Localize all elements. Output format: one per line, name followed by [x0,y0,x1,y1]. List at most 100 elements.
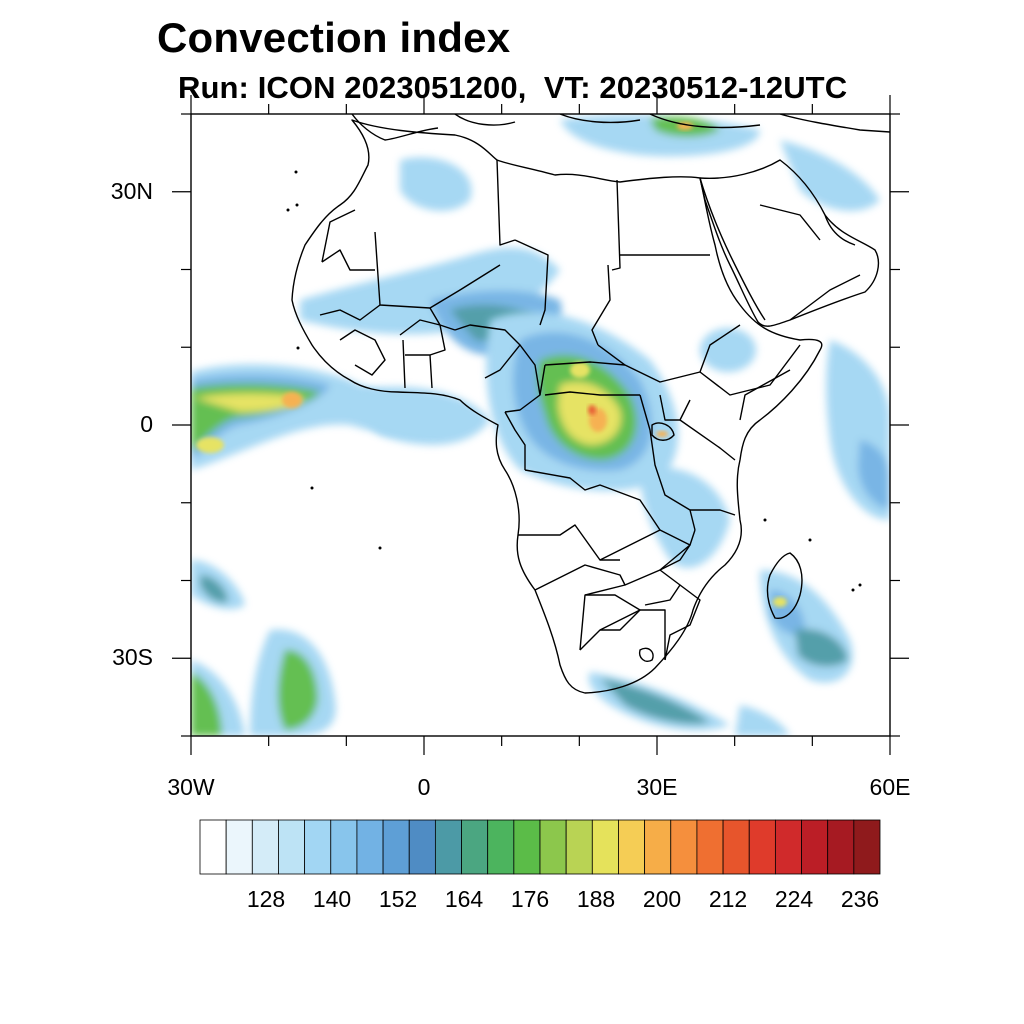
border-south-africa [579,609,666,660]
border-libya-chad-niger [514,239,549,326]
border-gabon-congo [504,411,526,470]
colorbar-swatch [827,819,855,875]
field-south-indian-light [735,705,790,736]
border-arabia [759,204,861,321]
lon-label: 30W [167,774,215,800]
canary-island-a [286,208,290,212]
colorbar-label: 236 [840,886,880,912]
border-guinea [339,329,386,376]
border-namibia [534,564,626,651]
lat-label: 30N [110,177,153,204]
field-atlantic-itcz-yellow [195,393,305,412]
red-sea-west-shore [699,177,766,321]
colorbar-swatch [304,819,332,875]
colorbar-swatch [618,819,646,875]
border-drc-north [544,391,640,396]
lon-label: 0 [417,774,431,800]
border-uganda [659,394,691,421]
africa-coastline [291,119,823,694]
colorbar-swatch [565,819,593,875]
border-libya-egypt [611,179,621,271]
colorbar [199,819,881,875]
field-congo-core-b [588,405,596,415]
border-drc-south [524,469,661,531]
border-car [539,361,626,396]
cape-verde-island [296,346,300,350]
madagascar-coastline [766,552,803,619]
lat-label: 0 [140,411,153,437]
colorbar-swatch [251,819,279,875]
colorbar-swatch [748,819,776,875]
border-mozambique [659,529,701,661]
border-angola [518,524,620,561]
reunion-island [851,588,855,592]
field-north-africa-light [400,157,472,211]
field-indian-ocean-south-teal [795,629,848,667]
border-algeria-libya [496,159,516,246]
persian-gulf [824,214,856,246]
colorbar-swatch [670,819,698,875]
colorbar-swatch [696,819,724,875]
st-helena-island [378,546,382,550]
colorbar-swatch [722,819,750,875]
field-atlantic-core [282,392,302,408]
border-sudan-chad [591,264,611,346]
border-zimbabwe [624,569,681,606]
colorbar-swatch [434,819,462,875]
colorbar-label: 224 [774,886,814,912]
border-morocco-algeria [321,209,356,263]
border-nigeria [454,324,521,379]
colorbar-swatch [461,819,489,875]
colorbar-swatch [408,819,436,875]
field-madagascar-light [760,570,853,683]
field-gulf-guinea-light [358,386,490,445]
border-burkina [399,319,446,356]
border-ethiopia [699,344,801,396]
border-somalia [739,369,791,421]
colorbar-swatch [199,819,227,875]
chart-subtitle: Run: ICON 2023051200, VT: 20230512-12UTC [178,70,848,105]
madeira-island [294,170,298,174]
field-chad-core [570,362,590,378]
chart-title: Convection index [157,14,511,61]
colorbar-swatch [382,819,410,875]
border-drc-east [639,394,696,531]
field-south-atlantic-teal [200,575,228,603]
convection-field [191,114,890,736]
colorbar-label: 212 [708,886,748,912]
colorbar-swatch [225,819,253,875]
field-madagascar-core [773,597,787,607]
iberia-coastline [351,114,439,141]
lat-label: 30S [112,644,153,671]
border-ghana-ivory [402,339,433,389]
field-lake-victoria-core [656,431,668,437]
colorbar-label: 200 [642,886,682,912]
comoros-island [763,518,767,522]
field-ethiopia-light [700,328,756,372]
lesotho [638,647,654,662]
colorbar-swatch [644,819,672,875]
border-zambia [599,529,691,571]
colorbar-swatch [278,819,306,875]
colorbar-label: 152 [378,886,418,912]
arabia-coastline [699,159,880,327]
field-indian-ocean-blue [858,440,890,510]
lon-label: 60E [869,774,911,800]
canary-island-b [295,203,299,207]
field-east-africa-light [640,467,730,568]
border-sudan-south [597,324,741,383]
field-southern-front-green [277,649,318,730]
colorbar-swatch [487,819,515,875]
colorbar-label: 128 [246,886,286,912]
axis-ticks [172,95,909,755]
border-kenya-tanzania [679,419,736,461]
border-mauritania [321,249,375,271]
colorbar-swatch [539,819,567,875]
lake-victoria [651,422,675,441]
colorbar-label: 188 [576,886,616,912]
colorbar-swatch [513,819,541,875]
colorbar-label: 140 [312,886,352,912]
colorbar-swatch [801,819,829,875]
field-sw-corner-green [191,672,222,736]
